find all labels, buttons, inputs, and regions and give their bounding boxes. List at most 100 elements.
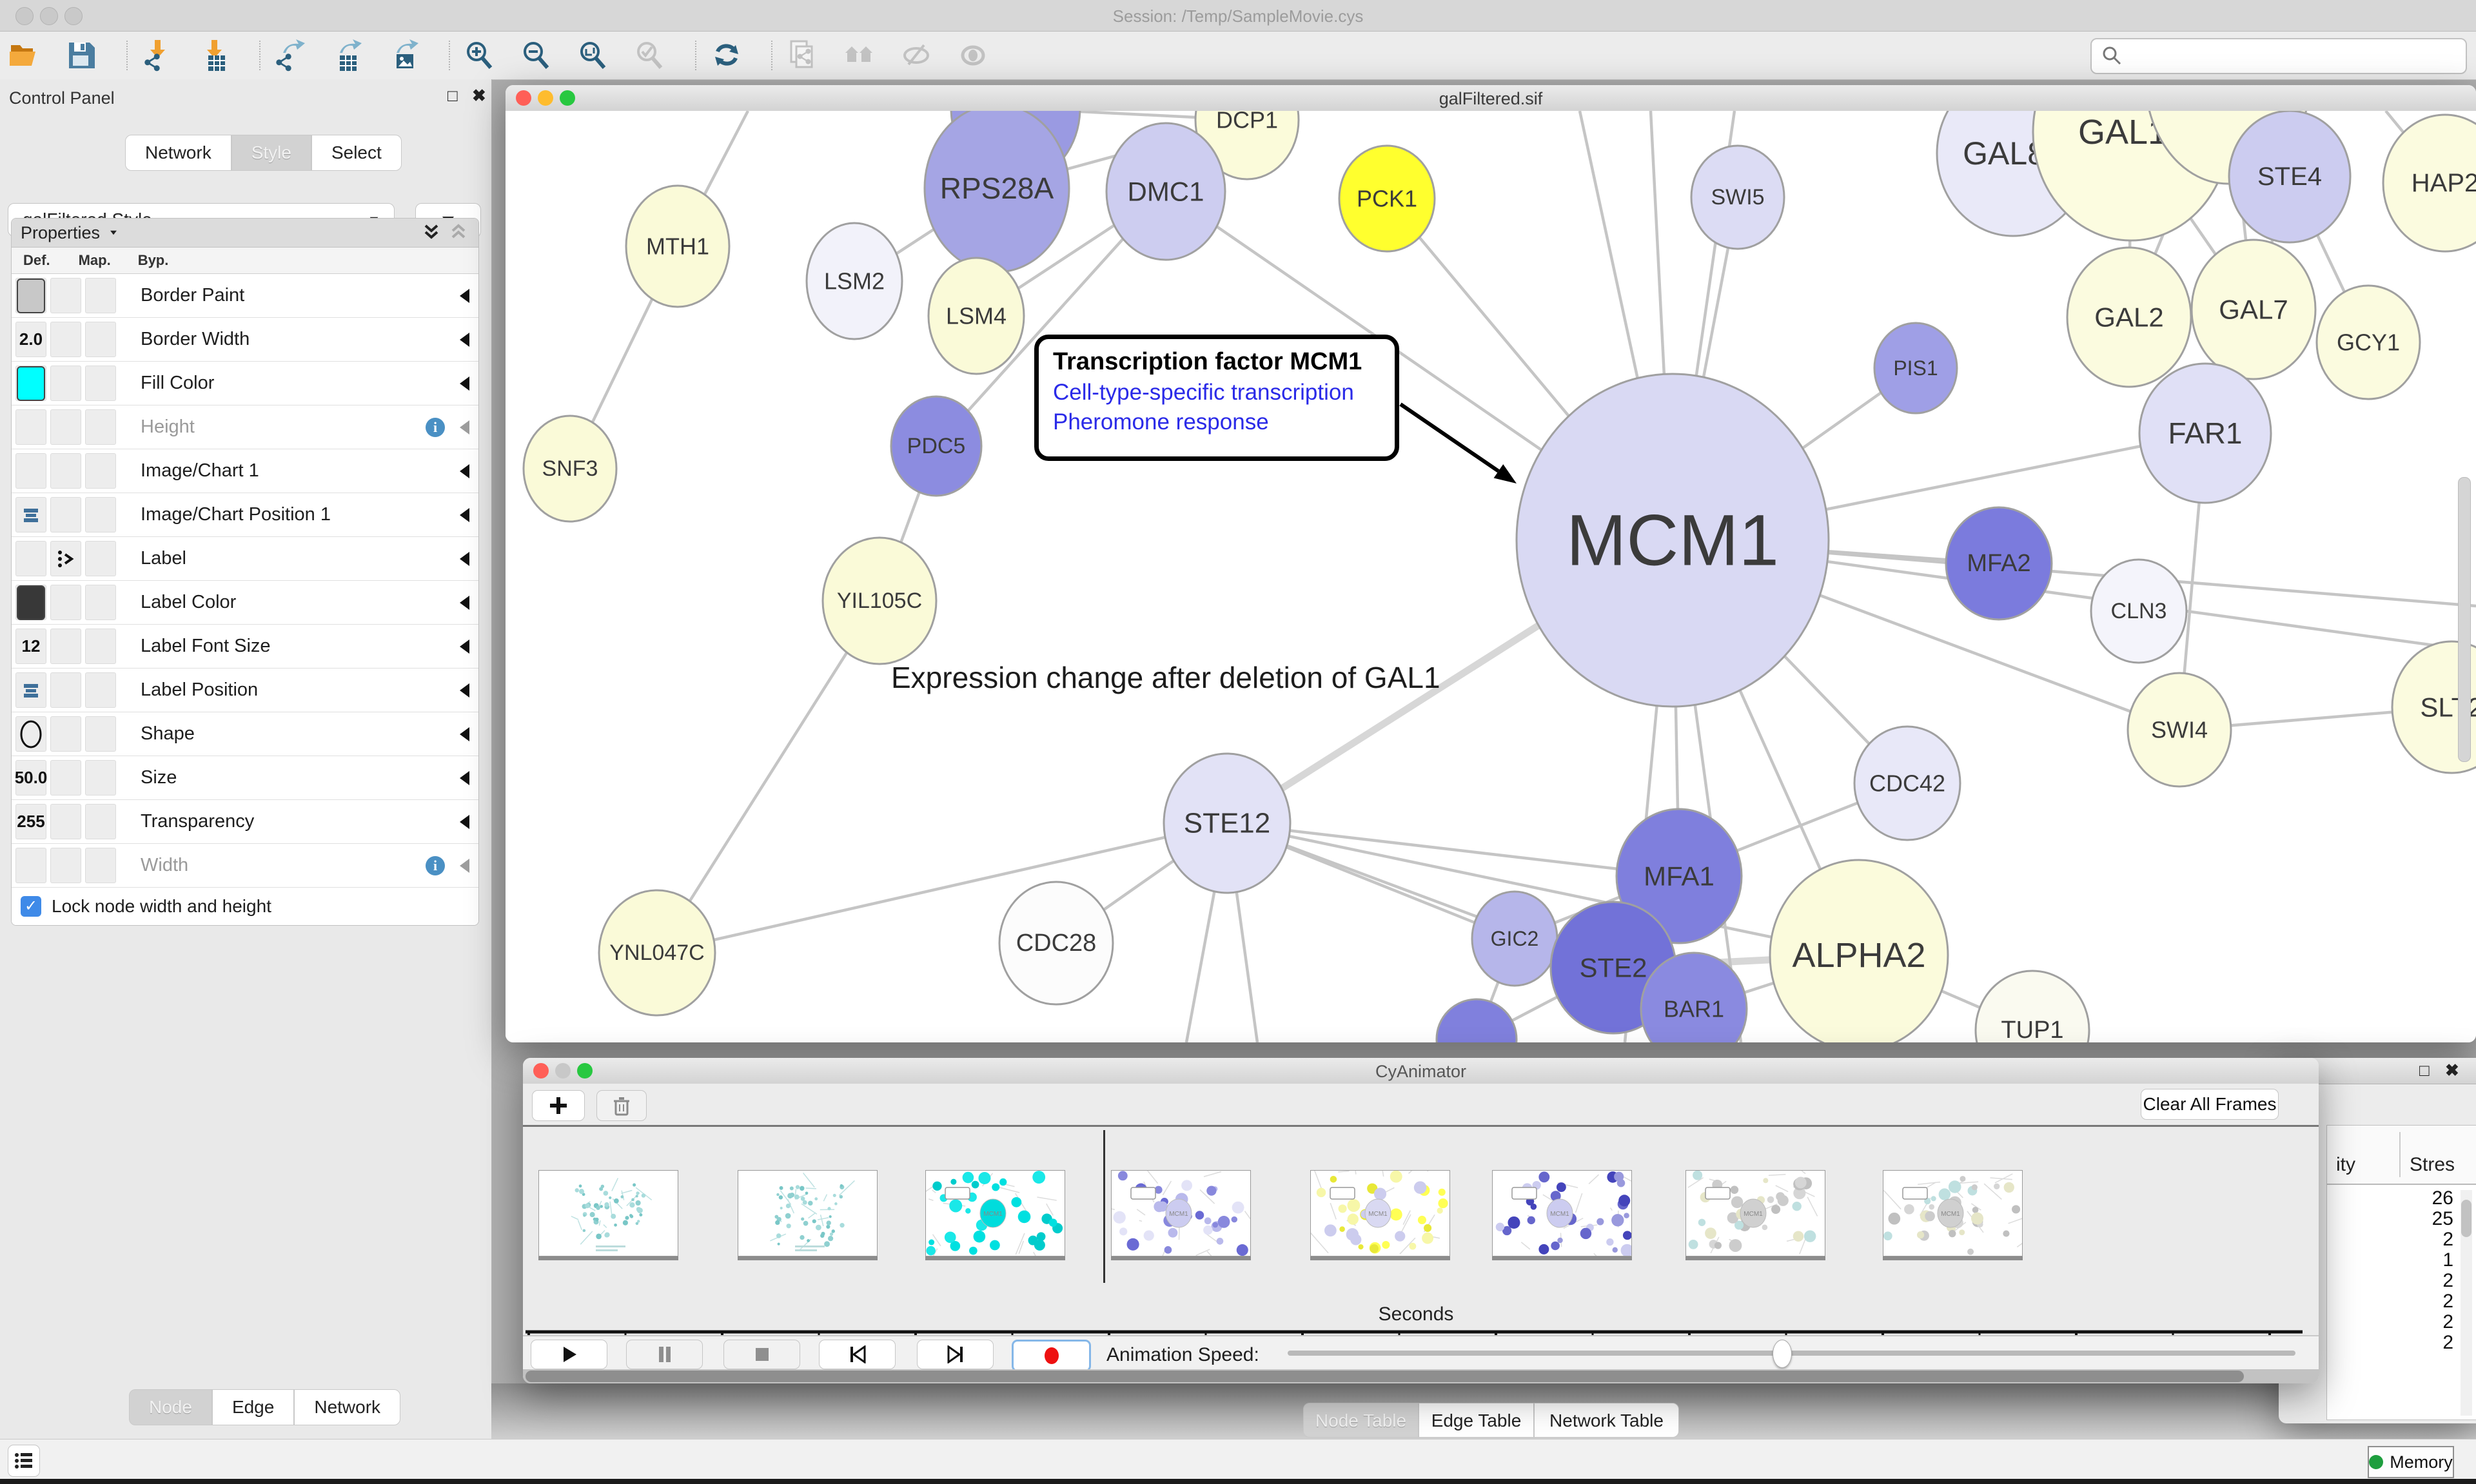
expand-property-icon[interactable] — [460, 639, 469, 654]
property-row-image-chart-1[interactable]: Image/Chart 1 — [12, 449, 478, 493]
property-row-size[interactable]: 50.0 Size — [12, 756, 478, 800]
def-cell[interactable] — [15, 409, 46, 445]
network-node-LSM4[interactable] — [927, 257, 1025, 375]
annotation-link[interactable]: Pheromone response — [1053, 409, 1269, 434]
network-window-titlebar[interactable]: galFiltered.sif — [506, 85, 2476, 112]
expand-property-icon[interactable] — [460, 420, 469, 434]
expand-property-icon[interactable] — [460, 507, 469, 522]
window-zoom-icon[interactable] — [64, 7, 83, 25]
expand-property-icon[interactable] — [460, 683, 469, 698]
zoom-icon[interactable] — [560, 90, 575, 106]
def-cell[interactable]: 50.0 — [15, 760, 47, 796]
export-image-icon[interactable] — [387, 38, 422, 73]
float-panel-icon[interactable]: □ — [2419, 1060, 2430, 1080]
property-row-border-paint[interactable]: Border Paint — [12, 274, 478, 318]
byp-cell[interactable] — [85, 672, 116, 708]
export-network-icon[interactable] — [273, 38, 308, 73]
animation-frame-3[interactable]: MCM1 — [1101, 1166, 1254, 1271]
map-cell[interactable] — [50, 585, 81, 620]
byp-cell[interactable] — [85, 629, 116, 664]
refresh-icon[interactable] — [709, 38, 744, 73]
property-row-border-width[interactable]: 2.0 Border Width — [12, 318, 478, 362]
column-header[interactable]: Stres — [2410, 1154, 2455, 1175]
timeline-playhead[interactable] — [1103, 1130, 1105, 1283]
network-node-DMC1[interactable] — [1105, 122, 1226, 261]
network-node-TUP1[interactable] — [1974, 970, 2090, 1042]
byp-cell[interactable] — [85, 322, 116, 357]
network-node-YNL047C[interactable] — [598, 889, 716, 1017]
byp-cell[interactable] — [85, 366, 116, 401]
slider-knob[interactable] — [1772, 1340, 1792, 1368]
scrollbar-thumb[interactable] — [526, 1371, 2244, 1382]
expand-property-icon[interactable] — [460, 551, 469, 566]
task-history-button[interactable] — [8, 1445, 40, 1477]
expand-property-icon[interactable] — [460, 814, 469, 829]
def-cell[interactable] — [15, 278, 46, 313]
property-row-shape[interactable]: Shape — [12, 712, 478, 756]
network-node-MTH1[interactable] — [625, 184, 731, 308]
network-node-SWI5[interactable] — [1690, 144, 1785, 250]
play-button[interactable] — [531, 1340, 607, 1369]
network-node-HAP2[interactable] — [2382, 113, 2476, 253]
animation-frame-4[interactable]: MCM1 — [1308, 1158, 1450, 1256]
expand-property-icon[interactable] — [460, 770, 469, 785]
clear-all-frames-button[interactable]: Clear All Frames — [2141, 1089, 2279, 1120]
network-node-LSM2[interactable] — [805, 222, 903, 340]
byp-cell[interactable] — [85, 585, 116, 620]
expand-property-icon[interactable] — [460, 464, 469, 478]
map-cell[interactable] — [50, 716, 81, 752]
network-node-GAL7[interactable] — [2190, 239, 2317, 380]
minimize-icon[interactable] — [538, 90, 553, 106]
def-cell[interactable]: 12 — [15, 629, 46, 664]
tab-network[interactable]: Network — [294, 1389, 401, 1425]
property-row-label-font-size[interactable]: 12 Label Font Size — [12, 625, 478, 669]
close-panel-icon[interactable]: ✖ — [472, 86, 486, 105]
network-node-PDC5[interactable] — [890, 395, 983, 497]
map-cell[interactable] — [50, 541, 81, 576]
expand-property-icon[interactable] — [460, 595, 469, 610]
tab-select[interactable]: Select — [311, 135, 402, 171]
expand-property-icon[interactable] — [460, 288, 469, 303]
animation-frame-5[interactable]: MCM1 — [1492, 1170, 1642, 1275]
animation-frame-6[interactable]: MCM1 — [1685, 1155, 1825, 1256]
tab-network[interactable]: Network — [125, 135, 231, 171]
animation-frame-0[interactable] — [538, 1170, 678, 1256]
network-node-CLN3[interactable] — [2090, 558, 2188, 664]
column-divider[interactable] — [2399, 1132, 2401, 1177]
network-node-CDC42[interactable] — [1853, 725, 1961, 841]
expand-property-icon[interactable] — [460, 858, 469, 873]
network-vertical-scrollbar[interactable] — [2458, 477, 2471, 762]
open-session-icon[interactable] — [8, 38, 43, 73]
collapse-all-icon[interactable] — [447, 222, 469, 244]
map-cell[interactable] — [50, 322, 81, 357]
byp-cell[interactable] — [85, 497, 116, 532]
map-cell[interactable] — [50, 629, 81, 664]
show-all-icon[interactable] — [956, 38, 990, 73]
network-node-BAR1[interactable] — [1640, 952, 1748, 1042]
expand-property-icon[interactable] — [460, 332, 469, 347]
def-cell[interactable]: 2.0 — [15, 322, 46, 357]
property-row-label-position[interactable]: Label Position — [12, 669, 478, 712]
def-cell[interactable] — [15, 585, 46, 620]
export-table-icon[interactable] — [330, 38, 365, 73]
property-row-transparency[interactable]: 255 Transparency — [12, 800, 478, 844]
table-cell[interactable]: 1 — [2442, 1249, 2453, 1271]
info-icon[interactable]: i — [426, 855, 445, 875]
timeline-scrollbar[interactable] — [523, 1369, 2319, 1383]
tab-edge-table[interactable]: Edge Table — [1419, 1403, 1534, 1438]
def-cell[interactable] — [15, 497, 46, 532]
lock-size-checkbox[interactable]: ✓ — [21, 896, 41, 917]
column-header[interactable]: ity — [2336, 1154, 2355, 1175]
byp-cell[interactable] — [85, 804, 116, 839]
network-node-GAL2[interactable] — [2066, 246, 2192, 388]
property-row-height[interactable]: Height i — [12, 405, 478, 449]
network-node-FAR1[interactable] — [2138, 362, 2272, 504]
add-frame-button[interactable] — [532, 1090, 585, 1121]
network-node-SNF3[interactable] — [522, 415, 618, 523]
float-panel-icon[interactable]: □ — [447, 86, 458, 105]
close-icon[interactable] — [533, 1063, 549, 1079]
zoom-fit-icon[interactable] — [576, 38, 611, 73]
def-cell[interactable]: 255 — [15, 804, 46, 839]
animation-speed-slider[interactable] — [1288, 1340, 2295, 1368]
